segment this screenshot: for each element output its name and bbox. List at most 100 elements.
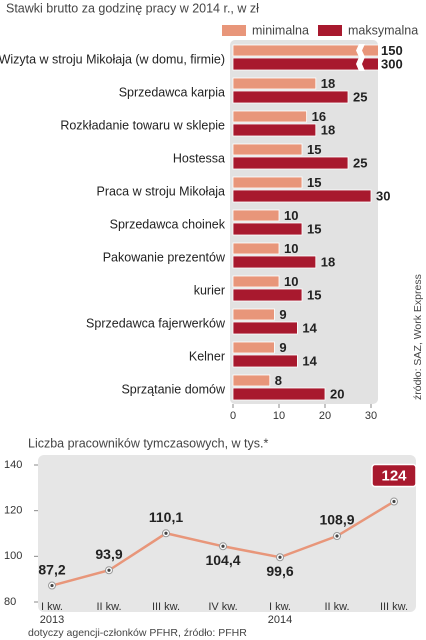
- value-label: 16: [312, 109, 326, 124]
- bar: [232, 176, 303, 189]
- x-tick-label: 20: [319, 410, 331, 422]
- point-dot: [335, 534, 339, 538]
- value-label: 110,1: [149, 509, 183, 525]
- bar: [232, 288, 303, 302]
- axis-break: [356, 44, 365, 57]
- bar: [232, 387, 326, 401]
- category-label: Rozkładanie towaru w sklepie: [60, 118, 225, 132]
- x-tick-label: I kw.: [41, 601, 63, 613]
- bars: [232, 44, 378, 401]
- value-label: 124: [381, 468, 407, 485]
- value-label: 87,2: [38, 561, 65, 577]
- bar: [232, 242, 280, 255]
- point-dot: [221, 544, 225, 548]
- point-dot: [392, 499, 396, 504]
- bar: [232, 77, 317, 90]
- chart-title: Stawki brutto za godzinę pracy w 2014 r.…: [6, 1, 259, 15]
- plot-background: [38, 455, 416, 612]
- value-label: 150: [381, 43, 403, 58]
- category-label: Sprzedawca fajerwerków: [86, 316, 226, 330]
- bar: [232, 374, 271, 387]
- value-label: 18: [321, 76, 335, 91]
- category-label: Wizyta w stroju Mikołaja (w domu, firmie…: [0, 52, 225, 66]
- x-tick-year: 2014: [268, 614, 292, 626]
- value-label: 104,4: [205, 552, 240, 568]
- bar: [232, 90, 349, 104]
- bar: [232, 321, 298, 335]
- x-tick-label: III kw.: [152, 601, 180, 613]
- x-tick-label: 0: [230, 410, 236, 422]
- value-label: 300: [381, 56, 403, 71]
- x-tick-label: 10: [273, 410, 285, 422]
- bar: [232, 44, 378, 57]
- value-label: 25: [353, 89, 367, 104]
- value-label: 99,6: [266, 563, 293, 579]
- point-dot: [164, 531, 168, 535]
- value-label: 10: [284, 241, 298, 256]
- bar: [232, 110, 307, 123]
- category-label: Hostessa: [173, 151, 225, 165]
- category-label: Sprzedawca choinek: [110, 217, 226, 231]
- point-dot: [278, 555, 282, 559]
- value-label: 9: [279, 340, 286, 355]
- value-label: 15: [307, 221, 321, 236]
- y-tick-label: 80: [4, 596, 16, 608]
- value-label: 9: [279, 307, 286, 322]
- value-label: 15: [307, 287, 321, 302]
- bar: [232, 143, 303, 156]
- value-label: 18: [321, 254, 335, 269]
- bar: [232, 209, 280, 222]
- footnote: dotyczy agencji-członków PFHR, źródło: P…: [28, 627, 247, 639]
- category-label: Pakowanie prezentów: [103, 250, 226, 264]
- value-label: 108,9: [319, 512, 354, 528]
- bar: [232, 275, 280, 288]
- value-label: 10: [284, 208, 298, 223]
- category-label: Kelner: [189, 349, 225, 363]
- category-label: Praca w stroju Mikołaja: [96, 184, 225, 198]
- x-tick-label: 30: [365, 410, 377, 422]
- x-tick-label: II kw.: [324, 601, 349, 613]
- value-label: 8: [275, 373, 282, 388]
- legend-swatch: [222, 25, 246, 36]
- category-label: Sprzątanie domów: [121, 382, 226, 396]
- x-tick-label: IV kw.: [208, 601, 237, 613]
- x-tick-label: III kw.: [380, 601, 408, 613]
- value-label: 14: [302, 320, 317, 335]
- value-label: 25: [353, 155, 367, 170]
- highlight-box: [371, 463, 417, 488]
- value-label: 15: [307, 175, 321, 190]
- bar: [232, 341, 275, 354]
- category-label: kurier: [194, 283, 225, 297]
- category-label: Sprzedawca karpia: [119, 85, 225, 99]
- bar: [232, 354, 298, 368]
- x-tick-label: I kw.: [269, 601, 291, 613]
- y-tick-label: 100: [4, 550, 22, 562]
- value-label: 15: [307, 142, 321, 157]
- x-tick-label: II kw.: [96, 601, 121, 613]
- point-dot: [50, 583, 54, 588]
- value-label: 30: [376, 188, 390, 203]
- value-label: 18: [321, 122, 335, 137]
- bar: [232, 123, 317, 137]
- point-dot: [107, 568, 111, 572]
- y-tick-label: 140: [4, 459, 22, 471]
- chart-title: Liczba pracowników tymczasowych, w tys.*: [28, 436, 268, 450]
- legend-swatch: [318, 25, 342, 36]
- value-label: 14: [302, 353, 317, 368]
- bar: [232, 255, 317, 269]
- bar: [232, 189, 372, 203]
- value-label: 93,9: [95, 546, 122, 562]
- source: źródło: SAZ, Work Express: [412, 274, 424, 400]
- value-label: 20: [330, 386, 344, 401]
- x-tick-year: 2013: [40, 614, 64, 626]
- bar: [232, 156, 349, 170]
- bar: [232, 222, 303, 236]
- axis-break: [356, 57, 365, 71]
- value-label: 10: [284, 274, 298, 289]
- legend-label: maksymalna: [348, 23, 418, 37]
- bar: [232, 308, 275, 321]
- y-tick-label: 120: [4, 505, 22, 517]
- legend-label: minimalna: [252, 23, 309, 37]
- bar: [232, 57, 378, 71]
